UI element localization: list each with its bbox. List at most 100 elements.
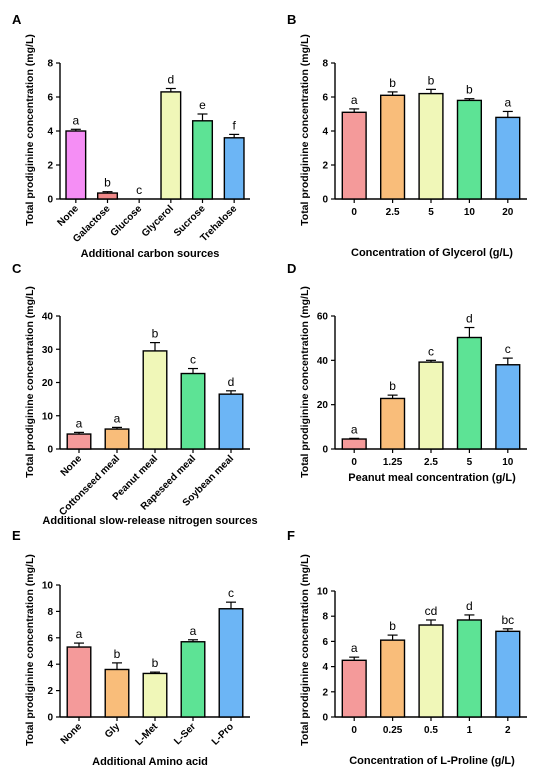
bar	[218, 608, 244, 718]
y-tick-label: 10	[317, 587, 329, 598]
bar	[218, 393, 244, 450]
bar	[142, 672, 168, 718]
x-axis-label: Concentration of Glycerol (g/L)	[351, 247, 513, 259]
bar	[223, 137, 245, 200]
bar	[180, 641, 206, 718]
y-tick-label: 20	[42, 378, 54, 389]
x-tick-label: 0.5	[424, 725, 438, 736]
x-tick-label: 2	[505, 725, 511, 736]
x-tick-label: 5	[428, 207, 434, 218]
panel-d: D 0 20 40 60 Total prodiginine concentration …	[287, 261, 527, 484]
y-tick-label: 4	[47, 127, 53, 138]
bar	[96, 192, 119, 200]
x-tick-label: None	[55, 203, 81, 229]
x-axis-label: Additional Amino acid	[92, 756, 208, 768]
x-tick-label: L-Met	[133, 721, 160, 748]
significance-letter: b	[389, 619, 396, 633]
y-tick-label: 6	[322, 637, 328, 648]
significance-letter: d	[466, 312, 473, 326]
bar	[66, 433, 92, 450]
bar	[104, 428, 130, 450]
significance-letter: b	[428, 73, 435, 87]
y-tick-label: 30	[42, 345, 54, 356]
y-tick-label: 6	[47, 93, 53, 104]
significance-letter: b	[114, 647, 121, 661]
bar	[341, 438, 367, 450]
significance-letter: a	[351, 422, 358, 436]
significance-letter: a	[190, 624, 197, 638]
y-axis-label: Total prodiginine concentration (mg/L)	[299, 34, 311, 226]
bar	[495, 364, 521, 450]
bar	[495, 116, 521, 200]
significance-letter: b	[152, 656, 159, 670]
panel-c: C 0 10 20 30 40 Total prodiginine concentratio…	[12, 261, 258, 527]
panel-letter: D	[287, 261, 296, 276]
bar	[379, 94, 406, 200]
significance-letter: c	[428, 344, 434, 358]
y-tick-label: 10	[42, 411, 54, 422]
bar	[341, 111, 367, 200]
significance-letter: a	[351, 641, 358, 655]
panel-f: F 0 2 4 6 8 10 Total prodiginine concentration …	[287, 528, 527, 767]
y-tick-label: 8	[322, 612, 328, 623]
significance-letter: cd	[425, 604, 438, 618]
significance-letter: e	[199, 98, 206, 112]
x-tick-label: Glucose	[109, 203, 145, 239]
significance-letter: a	[76, 627, 83, 641]
x-tick-label: 2.5	[386, 207, 400, 218]
bar	[65, 130, 87, 200]
panel-letter: F	[287, 528, 295, 543]
significance-letter: a	[351, 93, 358, 107]
significance-letter: d	[466, 599, 473, 613]
significance-letter: a	[504, 95, 511, 109]
y-tick-label: 0	[322, 195, 328, 206]
x-tick-label: 1	[467, 725, 473, 736]
bar	[160, 91, 182, 200]
y-tick-label: 6	[47, 633, 53, 644]
x-tick-label: 0	[351, 457, 357, 468]
x-tick-label: 10	[502, 457, 514, 468]
y-axis-label: Total prodiginine concentration (mg/L)	[299, 286, 311, 478]
y-tick-label: 4	[47, 660, 53, 671]
panel-letter: E	[12, 528, 21, 543]
y-tick-label: 4	[322, 662, 328, 673]
x-tick-label: 10	[464, 207, 476, 218]
y-tick-label: 8	[47, 59, 53, 70]
panel-b: B 0 2 4 6 8 Total prodiginine concentration (m…	[287, 12, 527, 259]
y-tick-label: 2	[47, 686, 53, 697]
x-tick-label: 0.25	[383, 725, 403, 736]
significance-letter: b	[389, 379, 396, 393]
y-axis-label: Total prodiginine concentration (mg/L)	[24, 286, 36, 478]
significance-letter: c	[228, 586, 234, 600]
significance-letter: b	[104, 176, 111, 190]
y-tick-label: 8	[322, 59, 328, 70]
y-tick-label: 0	[322, 713, 328, 724]
y-tick-label: 40	[317, 356, 329, 367]
bar	[66, 646, 92, 718]
y-tick-label: 6	[322, 93, 328, 104]
significance-letter: b	[466, 83, 473, 97]
y-tick-label: 0	[47, 445, 53, 456]
significance-letter: c	[136, 183, 142, 197]
x-axis-label: Peanut meal concentration (g/L)	[348, 472, 516, 484]
bar	[379, 639, 406, 718]
y-axis-label: Total prodiginine concentration (mg/L)	[299, 554, 311, 746]
x-tick-label: Glycerol	[140, 203, 176, 239]
significance-letter: c	[505, 342, 511, 356]
y-tick-label: 2	[47, 161, 53, 172]
y-tick-label: 4	[322, 127, 328, 138]
x-axis-label: Additional slow-release nitrogen sources	[42, 515, 257, 527]
x-tick-label: 0	[351, 207, 357, 218]
x-tick-label: 20	[502, 207, 514, 218]
y-tick-label: 20	[317, 400, 329, 411]
x-tick-label: L-Ser	[172, 721, 198, 747]
significance-letter: f	[232, 118, 236, 132]
x-tick-label: Gly	[103, 721, 122, 740]
y-axis-label: Total prodiginine concentration (mg/L)	[24, 34, 36, 226]
panel-a: A 0 2 4 6 8 Total prodiginine concentration (m…	[12, 12, 250, 260]
y-tick-label: 0	[322, 445, 328, 456]
bar	[456, 99, 483, 200]
significance-letter: b	[389, 76, 396, 90]
bar	[456, 336, 483, 450]
significance-letter: bc	[501, 613, 514, 627]
